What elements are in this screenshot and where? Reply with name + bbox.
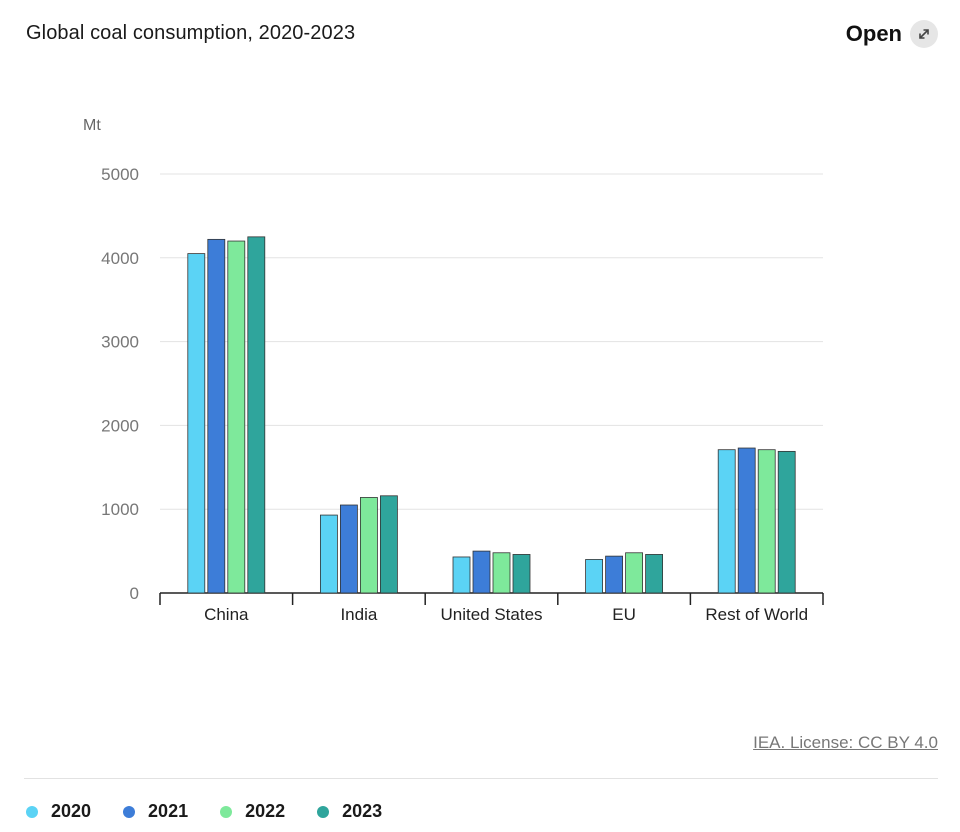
x-tick-label: Rest of World: [705, 605, 808, 624]
legend-label: 2021: [148, 801, 189, 821]
legend-item[interactable]: 2023: [317, 801, 382, 822]
y-axis-label: Mt: [83, 117, 101, 134]
y-tick-label: 0: [130, 584, 139, 603]
legend-dot: [26, 805, 38, 818]
expand-arrow-icon: [910, 20, 938, 48]
bar-chart: Mt 0 1000 2000 3000 4000 5000 China India United …: [83, 117, 824, 624]
legend-item[interactable]: 2022: [220, 801, 285, 822]
chart-title: Global coal consumption, 2020-2023: [26, 22, 356, 44]
x-tick-label: EU: [612, 605, 636, 624]
bar: [585, 559, 603, 594]
legend-label: 2023: [342, 801, 383, 821]
bar: [319, 514, 338, 594]
bar: [512, 554, 531, 594]
bar: [187, 253, 206, 594]
bar: [339, 504, 358, 594]
bar: [777, 450, 796, 594]
y-tick-label: 4000: [101, 249, 139, 268]
divider: [24, 778, 938, 779]
y-tick-label: 2000: [101, 416, 139, 435]
bar: [359, 497, 378, 594]
bar: [207, 238, 226, 594]
open-button[interactable]: Open: [846, 20, 938, 48]
x-tick-label: United States: [440, 605, 542, 624]
open-label: Open: [845, 21, 902, 46]
legend-dot: [317, 805, 330, 818]
x-tick-label: China: [204, 605, 249, 624]
bar: [247, 236, 266, 594]
legend-item[interactable]: 2020: [26, 801, 91, 822]
bar: [625, 552, 643, 594]
bar: [605, 555, 623, 594]
x-tick-label: India: [340, 605, 377, 624]
legend-label: 2020: [51, 801, 92, 821]
license-link[interactable]: IEA. License: CC BY 4.0: [753, 733, 938, 752]
bar: [227, 240, 246, 594]
y-tick-label: 1000: [101, 500, 139, 519]
bar: [452, 556, 471, 594]
bar: [645, 554, 663, 594]
bar: [492, 552, 511, 594]
legend-dot: [123, 805, 136, 818]
bar: [757, 449, 776, 594]
legend-item[interactable]: 2021: [123, 801, 188, 822]
bar: [737, 447, 756, 594]
y-tick-label: 5000: [101, 165, 139, 184]
legend-dot: [220, 805, 233, 818]
bar: [717, 449, 736, 594]
legend-label: 2022: [245, 801, 286, 821]
bar: [379, 495, 398, 594]
bar: [472, 550, 491, 594]
y-tick-label: 3000: [101, 333, 139, 352]
legend: 2020 2021 2022 2023: [26, 801, 382, 822]
